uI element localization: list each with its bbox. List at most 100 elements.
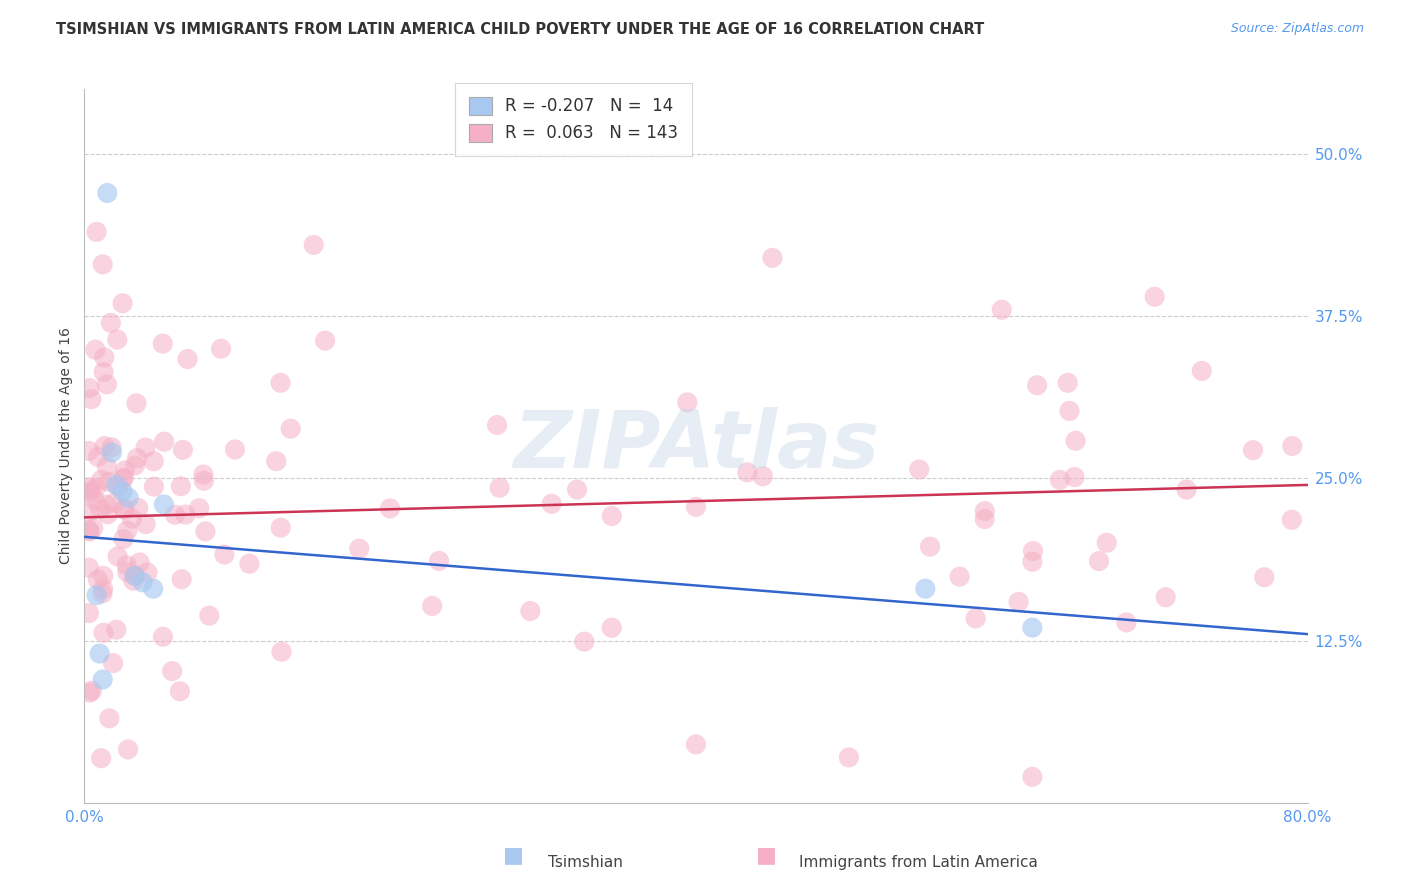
Point (198, 608, 221, 623)
Point (105, 623, 128, 637)
Point (685, 738, 707, 752)
Point (160, 664, 183, 678)
Point (125, 396, 148, 410)
Point (1154, 591, 1177, 605)
Point (1095, 535, 1118, 549)
Point (93, 439, 115, 453)
Point (302, 238, 325, 252)
Point (314, 334, 336, 348)
Point (142, 454, 165, 468)
Point (87, 573, 110, 587)
Point (127, 500, 149, 515)
Point (1021, 555, 1043, 569)
Point (124, 458, 146, 473)
Point (84, 481, 107, 495)
Point (79, 685, 101, 699)
Point (111, 296, 134, 310)
Point (1007, 595, 1029, 609)
Point (752, 469, 775, 483)
Point (105, 333, 128, 347)
Point (280, 422, 302, 436)
Point (107, 549, 129, 564)
Point (80, 683, 103, 698)
Point (224, 442, 246, 457)
Point (79, 524, 101, 539)
Point (908, 462, 931, 476)
Point (174, 508, 197, 522)
Point (1021, 770, 1043, 784)
Point (378, 501, 401, 516)
Point (949, 569, 972, 583)
Point (114, 501, 136, 516)
Text: TSIMSHIAN VS IMMIGRANTS FROM LATIN AMERICA CHILD POVERTY UNDER THE AGE OF 16 COR: TSIMSHIAN VS IMMIGRANTS FROM LATIN AMERI… (56, 22, 984, 37)
Point (965, 611, 987, 625)
Point (97, 508, 120, 522)
Point (165, 508, 187, 522)
Point (77, 560, 100, 574)
Point (488, 481, 510, 495)
Point (125, 451, 148, 466)
Point (131, 575, 153, 590)
Point (1241, 443, 1264, 458)
Point (122, 574, 145, 588)
Point (565, 483, 588, 497)
Point (101, 445, 124, 459)
Point (135, 517, 157, 532)
Point (91, 569, 114, 583)
Point (117, 742, 139, 756)
Point (172, 442, 194, 457)
Point (91, 586, 114, 600)
Point (1021, 621, 1043, 635)
Point (1281, 439, 1303, 453)
Point (96, 459, 118, 474)
Point (188, 501, 211, 516)
Point (1064, 434, 1087, 448)
Point (96, 186, 118, 200)
Point (194, 524, 217, 539)
Point (86, 588, 108, 602)
Point (90, 751, 112, 765)
Text: ■: ■ (503, 846, 523, 865)
Point (170, 479, 193, 493)
Point (96, 377, 118, 392)
Point (1022, 544, 1045, 558)
Point (77, 444, 100, 458)
Point (349, 541, 371, 556)
Point (152, 336, 174, 351)
Point (87, 450, 110, 464)
Point (142, 582, 165, 596)
Point (105, 478, 128, 492)
Point (101, 656, 124, 670)
Point (169, 684, 191, 698)
Point (91, 257, 114, 271)
Point (93, 351, 115, 365)
Point (117, 566, 139, 580)
Point (540, 497, 562, 511)
Point (93, 365, 115, 379)
Point (574, 634, 596, 648)
Point (91, 582, 114, 596)
Point (1063, 470, 1085, 484)
Point (153, 497, 176, 511)
Point (1281, 513, 1303, 527)
Point (89, 501, 111, 516)
Point (685, 500, 707, 514)
Point (86, 225, 108, 239)
Point (80, 392, 103, 406)
Point (98, 711, 121, 725)
Point (80, 483, 103, 498)
Point (112, 532, 135, 546)
Point (118, 491, 141, 505)
Point (135, 441, 157, 455)
Point (973, 512, 995, 526)
Point (600, 621, 623, 635)
Point (519, 604, 541, 618)
Point (124, 568, 146, 582)
Point (1253, 570, 1275, 584)
Point (1049, 473, 1071, 487)
Point (264, 454, 287, 468)
Point (1191, 364, 1213, 378)
Text: ZIPAtlas: ZIPAtlas (513, 407, 879, 485)
Point (115, 558, 138, 573)
Point (270, 645, 292, 659)
